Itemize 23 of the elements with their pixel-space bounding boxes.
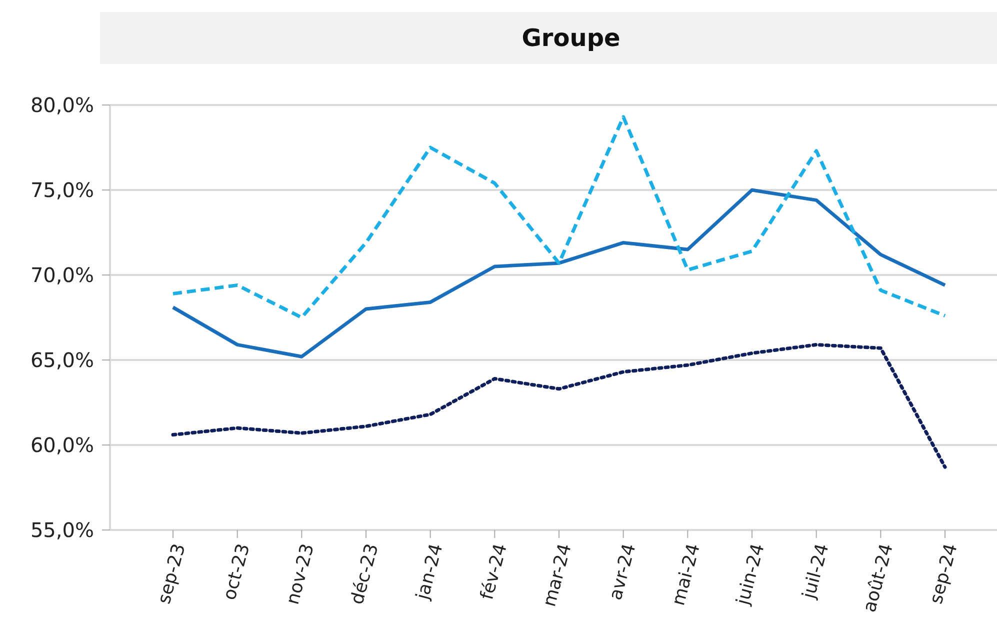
line-series [171, 115, 947, 320]
y-tick-label: 70,0% [30, 263, 94, 287]
x-tick-label: jan-24 [412, 541, 448, 603]
x-tick-label: nov-23 [282, 541, 319, 607]
y-tick-label: 60,0% [30, 433, 94, 457]
chart-title: Groupe [522, 24, 620, 52]
y-tick-label: 65,0% [30, 348, 94, 372]
x-tick-label: mai-24 [668, 541, 705, 608]
x-tick-label: août-24 [859, 541, 898, 614]
y-tick-label: 75,0% [30, 178, 94, 202]
x-tick-label: fév-24 [476, 541, 512, 602]
x-tick-label: juil-24 [798, 541, 834, 602]
x-tick-label: sep-24 [926, 541, 962, 606]
y-tick-label: 80,0% [30, 93, 94, 117]
x-tick-label: juin-24 [732, 541, 769, 608]
line-series [171, 342, 947, 469]
x-tick-label: sep-23 [154, 541, 190, 606]
x-tick-label: mar-24 [539, 541, 576, 609]
y-tick-label: 55,0% [30, 518, 94, 542]
x-tick-label: oct-23 [219, 541, 254, 602]
x-tick-label: déc-23 [346, 541, 383, 607]
x-tick-label: avr-24 [605, 541, 640, 602]
line-series [171, 188, 947, 358]
